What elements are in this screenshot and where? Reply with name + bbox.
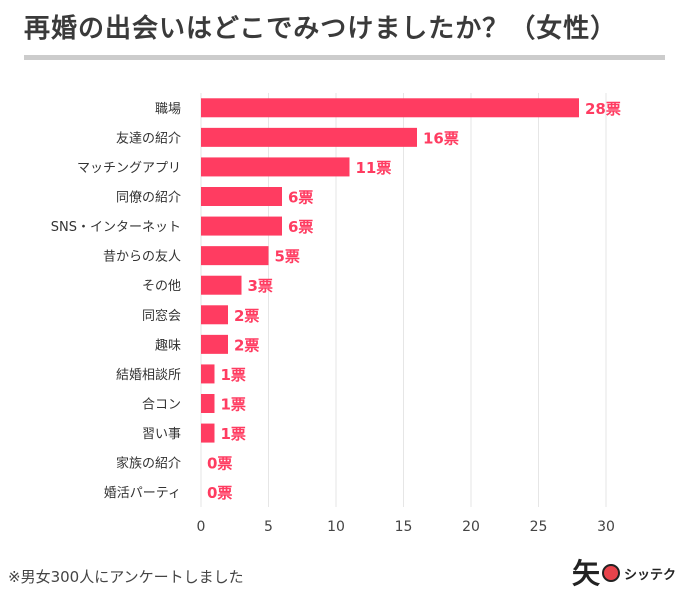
category-label: 昔からの友人	[103, 249, 181, 265]
value-label: 6票	[288, 218, 313, 236]
footnote: ※男女300人にアンケートしました	[8, 568, 244, 586]
bar	[201, 246, 269, 266]
bar	[201, 127, 417, 147]
x-tick-label: 10	[327, 519, 345, 535]
category-label: 結婚相談所	[116, 367, 181, 383]
category-label: 婚活パーティ	[104, 486, 181, 501]
value-label: 1票	[221, 366, 246, 384]
chart-title: 再婚の出会いはどこでみつけましたか？（女性）	[24, 14, 618, 44]
category-label: 同窓会	[142, 308, 181, 324]
value-label: 5票	[275, 248, 300, 266]
value-label: 0票	[207, 484, 232, 502]
logo-text: シッテク	[624, 568, 677, 583]
bar	[201, 98, 579, 118]
value-label: 1票	[221, 396, 246, 414]
logo-mark: 矢	[572, 557, 601, 590]
title-underline	[24, 55, 665, 60]
x-tick-label: 15	[395, 519, 413, 535]
x-tick-label: 30	[597, 519, 615, 535]
bar	[201, 394, 215, 413]
bar	[201, 216, 282, 236]
value-label: 6票	[288, 189, 313, 207]
category-label: 友達の紹介	[116, 130, 181, 146]
category-label: 家族の紹介	[116, 456, 181, 472]
bar	[201, 275, 242, 295]
value-label: 16票	[423, 129, 459, 147]
bar	[201, 423, 215, 443]
x-tick-label: 20	[462, 519, 480, 535]
bar	[201, 364, 215, 384]
site-logo[interactable]: 矢 シッテク	[568, 550, 678, 590]
category-label: 趣味	[155, 338, 181, 353]
value-label: 11票	[356, 159, 392, 177]
category-label: 合コン	[142, 398, 181, 413]
x-tick-label: 25	[530, 519, 548, 535]
category-label: 同僚の紹介	[116, 191, 181, 206]
bar	[201, 305, 228, 325]
bar	[201, 157, 350, 177]
category-label: マッチングアプリ	[77, 161, 181, 176]
value-label: 0票	[207, 455, 232, 473]
logo-dot-icon	[602, 564, 620, 582]
value-label: 2票	[234, 307, 259, 325]
value-label: 1票	[221, 425, 246, 443]
value-label: 28票	[585, 100, 621, 118]
bar	[201, 187, 282, 206]
x-tick-label: 0	[197, 519, 206, 535]
category-label: その他	[142, 279, 181, 294]
bar	[201, 334, 228, 354]
value-label: 2票	[234, 336, 259, 354]
category-label: SNS・インターネット	[51, 220, 181, 235]
category-label: 職場	[155, 102, 181, 117]
x-tick-label: 5	[264, 519, 273, 535]
value-label: 3票	[248, 277, 273, 295]
category-label: 習い事	[142, 427, 181, 442]
